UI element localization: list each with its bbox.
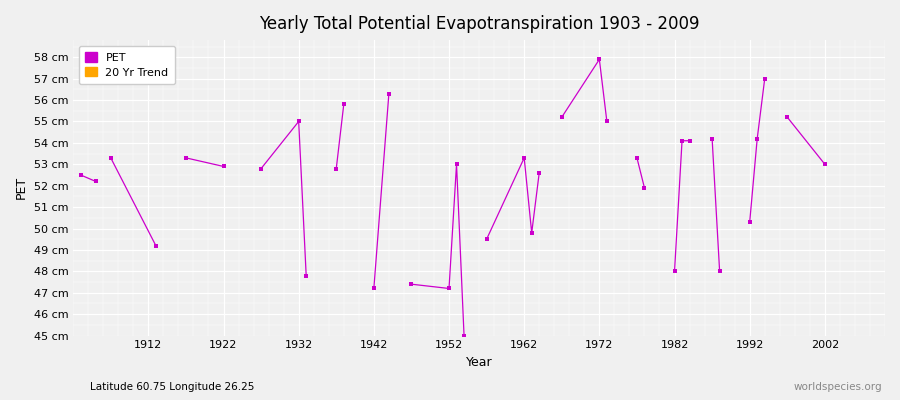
Text: Latitude 60.75 Longitude 26.25: Latitude 60.75 Longitude 26.25 xyxy=(90,382,255,392)
Text: worldspecies.org: worldspecies.org xyxy=(794,382,882,392)
Legend: PET, 20 Yr Trend: PET, 20 Yr Trend xyxy=(78,46,176,84)
X-axis label: Year: Year xyxy=(466,356,492,369)
Y-axis label: PET: PET xyxy=(15,176,28,200)
Title: Yearly Total Potential Evapotranspiration 1903 - 2009: Yearly Total Potential Evapotranspiratio… xyxy=(259,15,699,33)
